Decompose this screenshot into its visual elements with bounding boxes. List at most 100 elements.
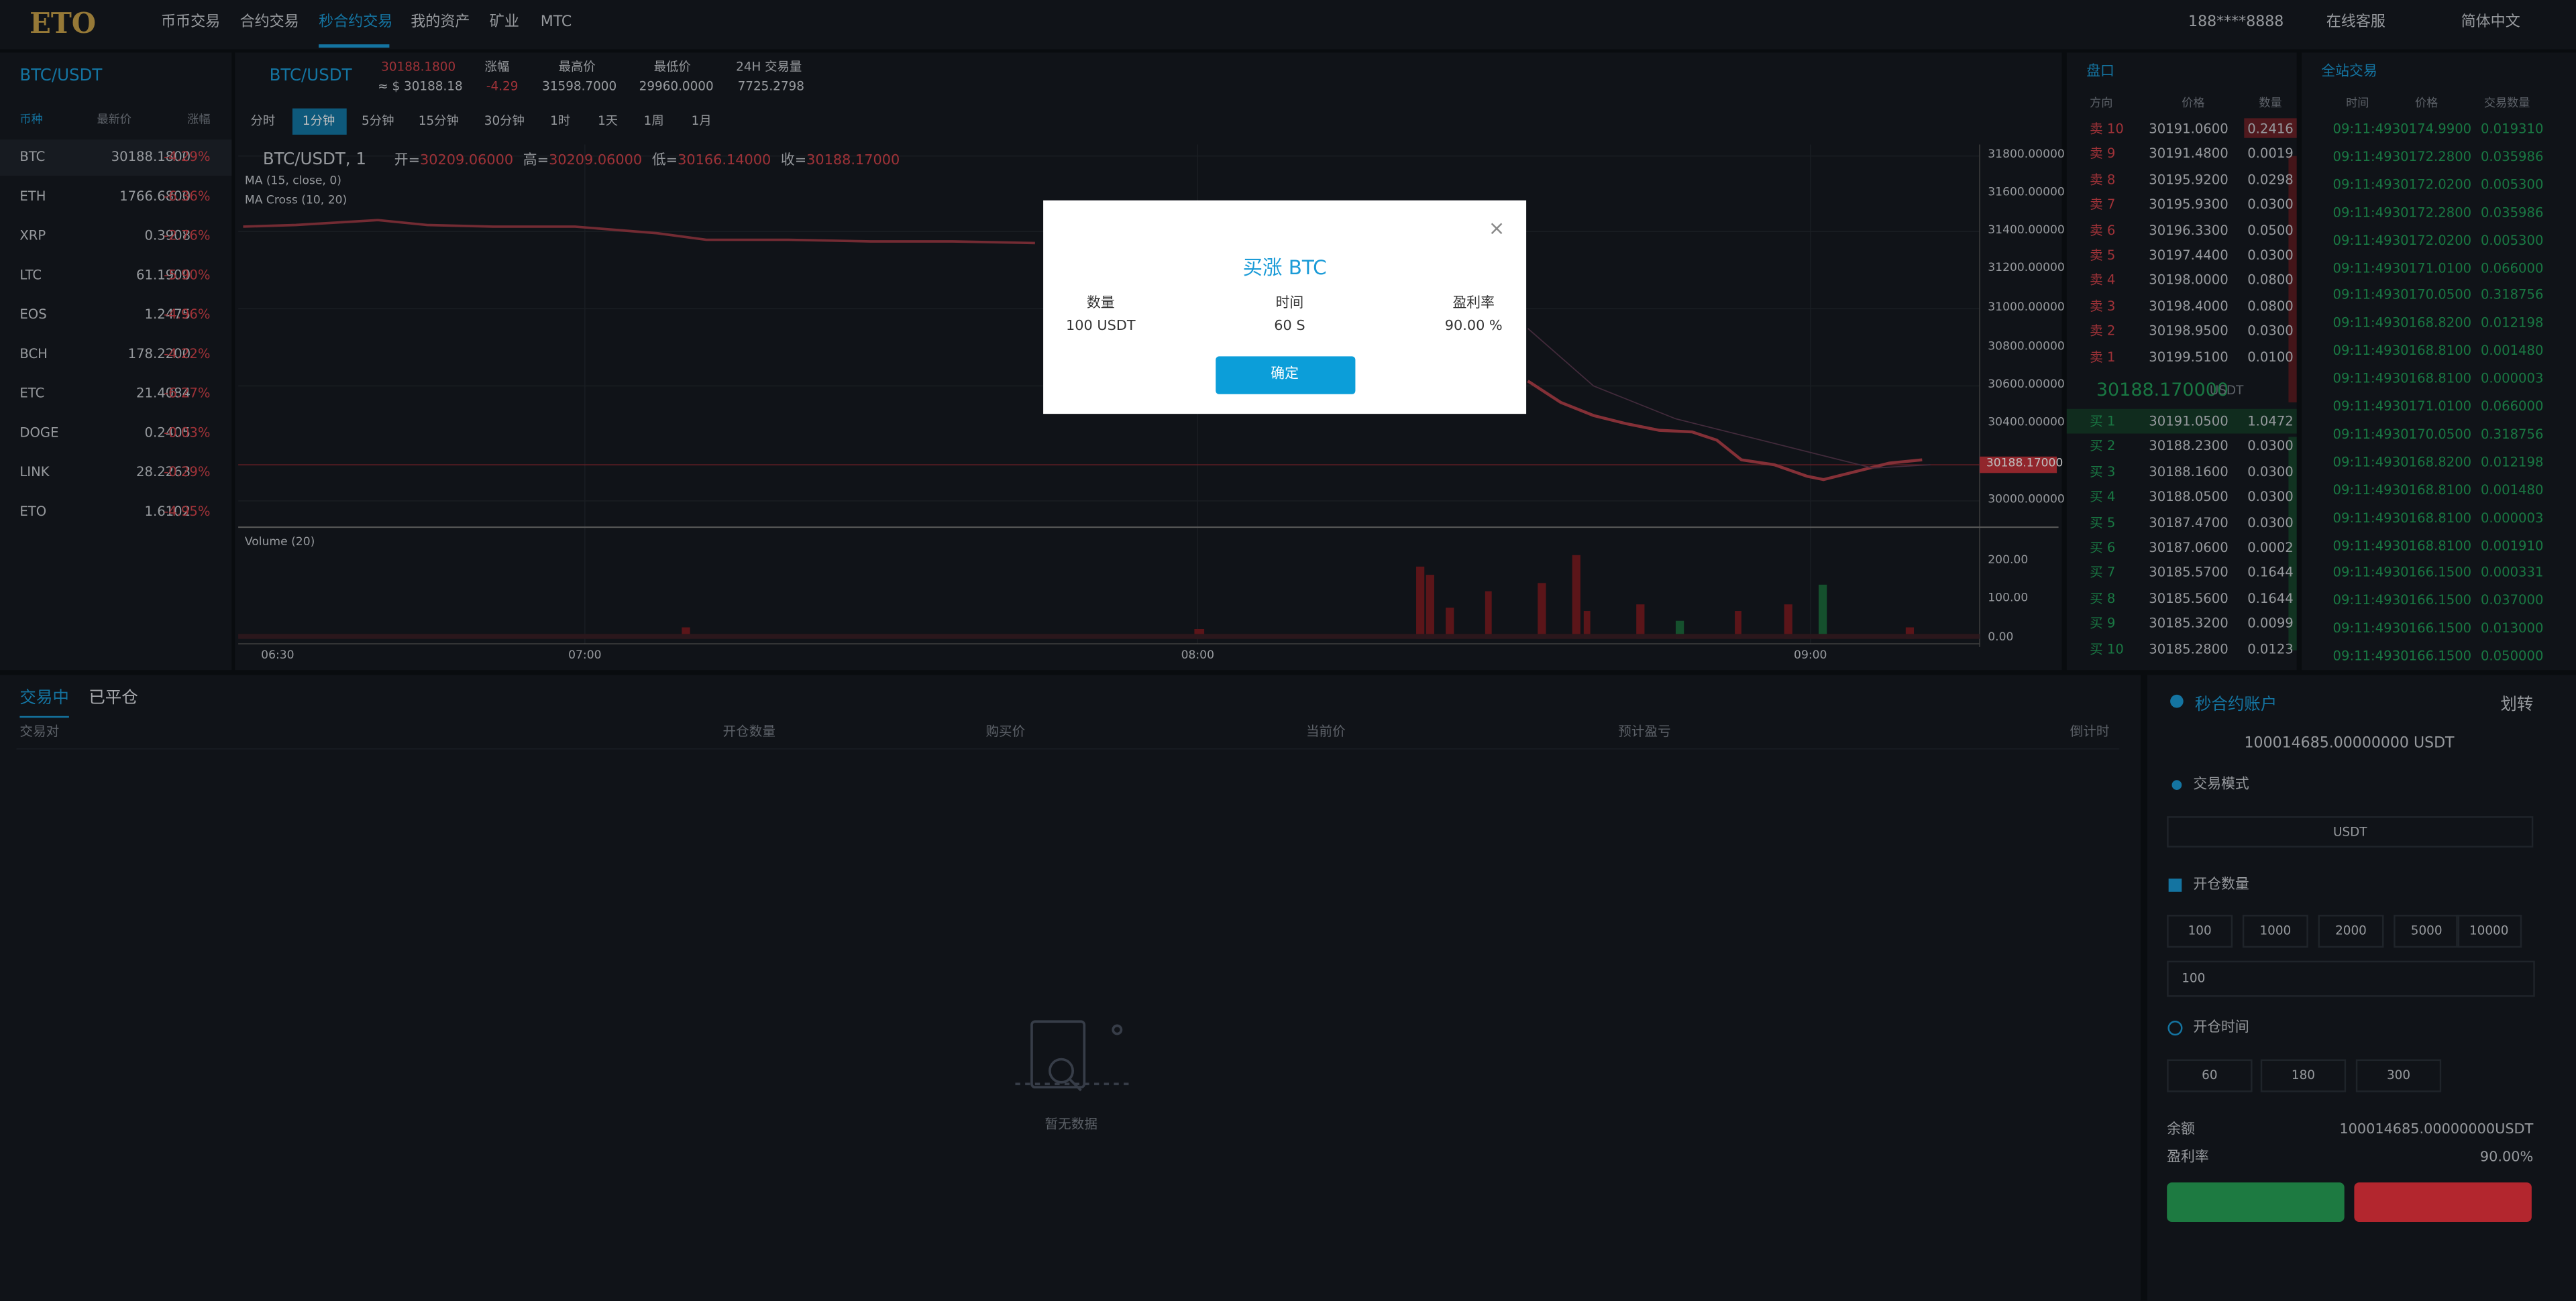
book-side: 买 2 bbox=[2090, 439, 2116, 454]
nav-item[interactable]: 我的资产 bbox=[411, 15, 470, 32]
book-price: 30191.0600 bbox=[2149, 121, 2229, 137]
position-tab[interactable]: 交易中 bbox=[19, 689, 69, 708]
trade-amount: 0.035986 bbox=[2480, 149, 2544, 164]
amount-label: 开仓数量 bbox=[2193, 876, 2249, 894]
trade-amount: 0.001910 bbox=[2480, 538, 2544, 553]
nav-item[interactable]: 秒合约交易 bbox=[319, 15, 393, 32]
time-option[interactable]: 60 bbox=[2167, 1059, 2253, 1092]
trade-price: 30170.0500 bbox=[2392, 427, 2472, 442]
nav-item[interactable]: 矿业 bbox=[489, 15, 519, 32]
market-symbol[interactable]: ETC bbox=[19, 386, 45, 401]
market-column: 最新价 bbox=[97, 113, 131, 127]
market-symbol[interactable]: ETO bbox=[19, 504, 47, 519]
interval[interactable]: 1周 bbox=[643, 113, 664, 129]
market-symbol[interactable]: EOS bbox=[19, 306, 47, 323]
language[interactable]: 简体中文 bbox=[2461, 15, 2520, 32]
support[interactable]: 在线客服 bbox=[2326, 15, 2385, 32]
market-change: -0.03% bbox=[164, 425, 211, 441]
amount-option[interactable]: 2000 bbox=[2318, 915, 2384, 948]
trade-price: 30172.0200 bbox=[2392, 176, 2472, 192]
top-bar bbox=[0, 0, 2576, 50]
amount-option[interactable]: 1000 bbox=[2242, 915, 2308, 948]
orderbook-column: 价格 bbox=[2182, 97, 2205, 111]
trade-amount: 0.037000 bbox=[2480, 593, 2544, 608]
interval[interactable]: 1天 bbox=[598, 113, 619, 129]
interval[interactable]: 1分钟 bbox=[302, 113, 335, 129]
interval[interactable]: 1时 bbox=[550, 113, 571, 129]
book-amount: 1.0472 bbox=[2247, 414, 2294, 429]
market-symbol[interactable]: XRP bbox=[19, 228, 46, 243]
book-price: 30191.0500 bbox=[2149, 414, 2229, 429]
book-side: 卖 3 bbox=[2090, 298, 2116, 314]
price-path bbox=[1527, 380, 1923, 482]
amount-option[interactable]: 5000 bbox=[2394, 915, 2460, 948]
transfer[interactable]: 划转 bbox=[2500, 696, 2534, 715]
trade-price: 30166.1500 bbox=[2392, 593, 2472, 608]
trade-time: 09:11:49 bbox=[2332, 149, 2392, 164]
position-tab[interactable]: 已平仓 bbox=[89, 689, 138, 708]
price-tick: 31000.00000 bbox=[1988, 300, 2065, 314]
position-column: 开仓数量 bbox=[722, 724, 775, 740]
market-symbol[interactable]: LTC bbox=[19, 268, 42, 283]
logo: ETO bbox=[30, 8, 97, 42]
orderbook-panel bbox=[2066, 52, 2297, 671]
position-column: 当前价 bbox=[1305, 724, 1346, 740]
time-option[interactable]: 300 bbox=[2355, 1059, 2442, 1092]
trade-amount: 0.012198 bbox=[2480, 454, 2544, 469]
time-label: 开仓时间 bbox=[2193, 1019, 2249, 1037]
book-price: 30197.4400 bbox=[2149, 247, 2229, 263]
mode-box[interactable]: USDT bbox=[2167, 816, 2534, 848]
confirm-button[interactable]: 确定 bbox=[1271, 366, 1299, 383]
book-amount: 0.0300 bbox=[2247, 464, 2294, 479]
trade-time: 09:11:49 bbox=[2332, 648, 2392, 664]
ticker-label: 24H 交易量 bbox=[736, 59, 802, 74]
nav-item[interactable]: MTC bbox=[540, 15, 572, 32]
book-amount: 0.0002 bbox=[2247, 540, 2294, 555]
ohlc-label: 低= bbox=[651, 152, 678, 170]
buy-up-bg[interactable] bbox=[2167, 1182, 2345, 1223]
trade-time: 09:11:49 bbox=[2332, 315, 2392, 331]
ohlc-value: 30188.17000 bbox=[806, 152, 900, 170]
time-option[interactable]: 180 bbox=[2260, 1059, 2347, 1092]
trade-time: 09:11:49 bbox=[2332, 454, 2392, 469]
amount-option[interactable]: 10000 bbox=[2456, 915, 2522, 948]
interval[interactable]: 分时 bbox=[250, 113, 276, 129]
amount-option[interactable]: 100 bbox=[2167, 915, 2233, 948]
user[interactable]: 188****8888 bbox=[2188, 15, 2284, 32]
book-side: 买 1 bbox=[2090, 414, 2116, 429]
market-change: -4.29% bbox=[164, 149, 211, 164]
market-symbol[interactable]: DOGE bbox=[19, 425, 59, 441]
nav-item[interactable]: 合约交易 bbox=[239, 15, 299, 32]
market-change: -4.22% bbox=[164, 346, 211, 361]
confirm-button-bg[interactable] bbox=[1216, 356, 1356, 394]
book-amount: 0.0800 bbox=[2247, 273, 2294, 288]
book-side: 买 7 bbox=[2090, 565, 2116, 581]
trade-amount: 0.000331 bbox=[2480, 565, 2544, 581]
book-amount: 0.0300 bbox=[2247, 247, 2294, 263]
market-symbol[interactable]: ETH bbox=[19, 188, 46, 204]
account-balance: 100014685.00000000 USDT bbox=[2244, 736, 2455, 752]
market-symbol[interactable]: BCH bbox=[19, 346, 48, 361]
nav-item[interactable]: 币币交易 bbox=[161, 15, 221, 32]
interval[interactable]: 1月 bbox=[691, 113, 712, 129]
volume-tick: 0.00 bbox=[1988, 630, 2014, 644]
position-column: 购买价 bbox=[985, 724, 1026, 740]
buy-down-bg[interactable] bbox=[2354, 1182, 2532, 1223]
modal-close[interactable]: × bbox=[1488, 217, 1505, 240]
trade-price: 30168.8200 bbox=[2392, 454, 2472, 469]
market-symbol[interactable]: BTC bbox=[19, 149, 46, 164]
amount-input[interactable]: 100 bbox=[2167, 960, 2535, 997]
interval[interactable]: 5分钟 bbox=[362, 113, 394, 129]
interval[interactable]: 30分钟 bbox=[484, 113, 525, 129]
account-title[interactable]: 秒合约账户 bbox=[2194, 696, 2277, 715]
market-symbol[interactable]: LINK bbox=[19, 465, 50, 480]
trade-price: 30172.2800 bbox=[2392, 149, 2472, 164]
ticker-high: 31598.7000 bbox=[542, 78, 617, 94]
volume-bars bbox=[238, 555, 1980, 639]
trade-price: 30168.8100 bbox=[2392, 482, 2472, 498]
depth-bar bbox=[2288, 437, 2297, 650]
trade-price: 30172.0200 bbox=[2392, 232, 2472, 247]
price-tick: 31600.00000 bbox=[1988, 185, 2065, 199]
trade-time: 09:11:49 bbox=[2332, 565, 2392, 581]
interval[interactable]: 15分钟 bbox=[418, 113, 459, 129]
